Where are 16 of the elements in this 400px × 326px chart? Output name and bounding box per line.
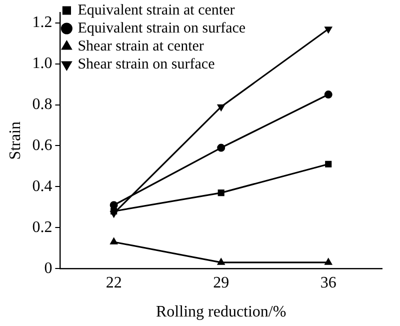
y-tick-label: 1.0 <box>32 55 52 72</box>
y-tick-label: 0.2 <box>32 218 52 236</box>
y-tick-label: 0 <box>44 260 52 277</box>
x-axis-title: Rolling reduction/% <box>156 304 286 321</box>
y-tick-label: 0.6 <box>32 136 52 154</box>
legend-label: Equivalent strain at center <box>78 2 235 18</box>
y-axis-title: Strain <box>6 121 24 160</box>
x-tick-label: 29 <box>213 274 230 292</box>
legend-label: Equivalent strain on surface <box>78 20 246 36</box>
y-tick-label: 0.8 <box>32 96 52 113</box>
x-tick-label: 36 <box>320 274 336 292</box>
y-tick-label: 0.4 <box>32 178 52 195</box>
legend-label: Shear strain on surface <box>78 56 216 72</box>
legend-label: Shear strain at center <box>78 38 204 54</box>
y-tick-label: 1.2 <box>32 14 52 32</box>
x-tick-label: 22 <box>106 274 122 292</box>
